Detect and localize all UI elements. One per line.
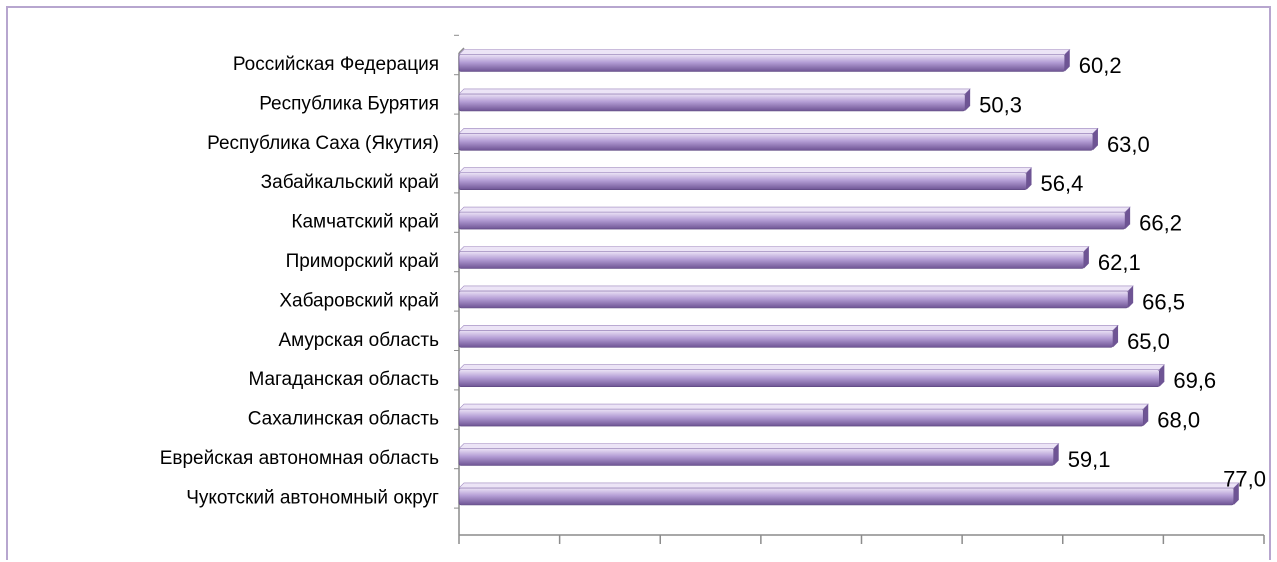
bar-top-face — [458, 285, 1134, 292]
data-label: 59,1 — [1068, 447, 1111, 472]
bars-layer — [458, 49, 1240, 506]
data-label: 60,2 — [1079, 53, 1122, 78]
bar-end-face — [1159, 364, 1165, 387]
data-label: 69,6 — [1173, 368, 1216, 393]
bar — [458, 88, 971, 112]
bar-top-face — [458, 128, 1099, 134]
category-label: Приморский край — [286, 251, 439, 272]
category-label: Еврейская автономная область — [160, 448, 439, 469]
bar-end-face — [1125, 207, 1131, 230]
category-label: Чукотский автономный округ — [186, 487, 439, 508]
bar-chart: Российская Федерация 60,2 Республика Бурят… — [160, 34, 1266, 544]
category-axis-depth — [458, 47, 465, 54]
bar-top-face — [458, 88, 971, 95]
bar — [458, 324, 1119, 348]
data-label: 66,2 — [1139, 211, 1182, 236]
bar-end-face — [1026, 167, 1032, 190]
category-label: Хабаровский край — [279, 290, 439, 311]
bar-body — [458, 133, 1094, 151]
bar — [458, 49, 1071, 72]
category-label: Амурская область — [278, 330, 439, 351]
bar-end-face — [965, 88, 971, 111]
category-label: Республика Саха (Якутия) — [207, 133, 439, 154]
bar — [458, 443, 1060, 466]
bar — [458, 206, 1131, 230]
data-label: 68,0 — [1157, 408, 1200, 433]
category-label: Республика Бурятия — [259, 93, 439, 114]
bar-body — [458, 329, 1114, 348]
bar-end-face — [1233, 482, 1239, 505]
bar — [458, 128, 1099, 151]
bar-end-face — [1092, 128, 1098, 151]
bar-top-face — [458, 443, 1060, 449]
bar — [458, 364, 1166, 388]
bar-top-face — [458, 49, 1071, 55]
bar-body — [458, 290, 1129, 309]
bar-body — [458, 448, 1054, 466]
data-label: 66,5 — [1142, 289, 1185, 314]
bar-body — [458, 54, 1066, 72]
bar — [458, 403, 1149, 427]
bar-end-face — [1113, 325, 1119, 348]
bar-top-face — [458, 206, 1131, 213]
bar-top-face — [458, 167, 1033, 173]
bar — [458, 482, 1240, 506]
bar-top-face — [458, 324, 1119, 331]
category-label: Сахалинская область — [248, 409, 439, 430]
data-label: 77,0 — [1223, 466, 1266, 491]
bar-body — [458, 251, 1085, 269]
chart-frame: Российская Федерация 60,2 Республика Бурят… — [6, 6, 1271, 560]
bar-top-face — [458, 403, 1149, 410]
data-label: 50,3 — [979, 92, 1022, 117]
bar-body — [458, 408, 1144, 427]
bar-top-face — [458, 246, 1090, 252]
bar-body — [458, 172, 1027, 190]
bar-end-face — [1053, 443, 1059, 466]
data-label: 63,0 — [1107, 132, 1150, 157]
bar-body — [458, 487, 1235, 506]
category-label: Магаданская область — [248, 369, 439, 390]
data-label: 65,0 — [1127, 329, 1170, 354]
data-label: 56,4 — [1041, 171, 1084, 196]
bar — [458, 246, 1090, 269]
bar-end-face — [1128, 285, 1134, 308]
category-label: Российская Федерация — [233, 54, 439, 75]
category-label: Камчатский край — [291, 212, 439, 233]
bar-body — [458, 93, 966, 112]
bar — [458, 285, 1134, 309]
bar-end-face — [1064, 49, 1070, 72]
data-label: 62,1 — [1098, 250, 1141, 275]
bar-body — [458, 211, 1126, 230]
bar-end-face — [1083, 246, 1089, 269]
bar — [458, 167, 1033, 190]
labels-layer: Российская Федерация 60,2 Республика Бурят… — [160, 53, 1266, 508]
bar-body — [458, 369, 1160, 388]
bar-top-face — [458, 482, 1240, 489]
category-label: Забайкальский край — [261, 172, 439, 193]
bar-end-face — [1143, 404, 1149, 427]
bar-top-face — [458, 364, 1166, 371]
